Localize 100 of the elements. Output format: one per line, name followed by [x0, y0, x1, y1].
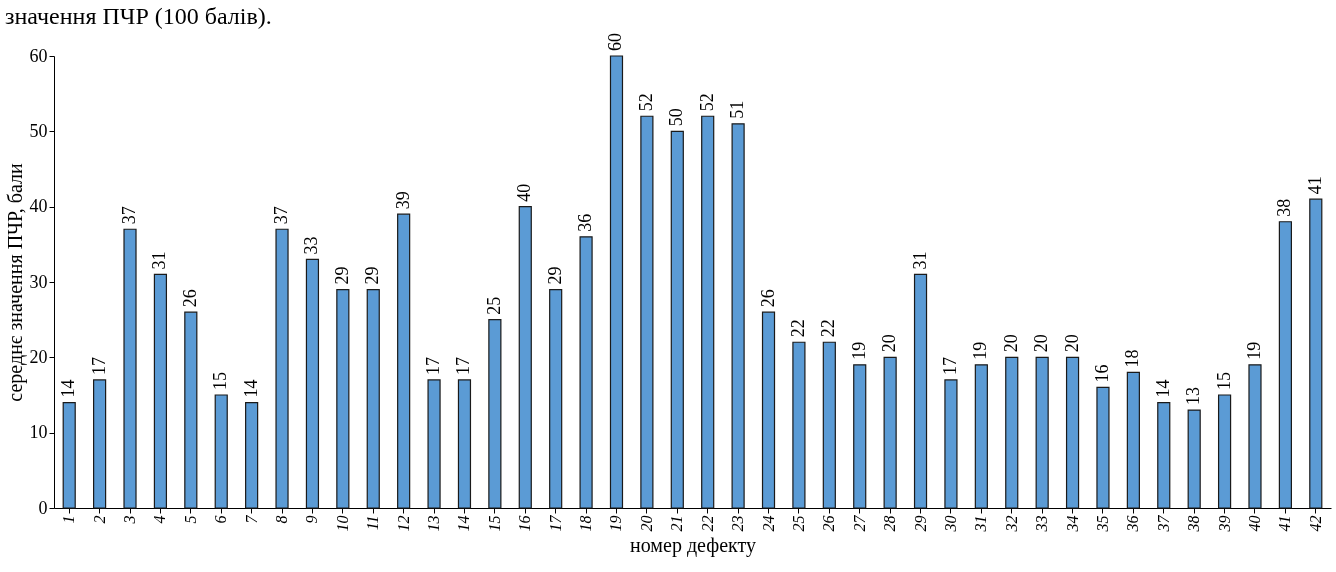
data-label: 22	[818, 319, 839, 338]
x-tick-label: 22	[698, 515, 716, 532]
x-tick-label: 6	[212, 515, 230, 524]
x-tick-label: 10	[333, 515, 351, 532]
data-label: 25	[483, 296, 504, 315]
y-tick-label: 30	[29, 271, 48, 292]
x-tick-label: 15	[485, 515, 503, 532]
bar	[427, 379, 441, 509]
data-label: 20	[1031, 334, 1052, 353]
bar	[1217, 394, 1232, 509]
x-tick-label: 26	[820, 515, 838, 532]
data-label: 38	[1274, 198, 1295, 217]
bar	[609, 55, 624, 509]
data-label: 15	[210, 372, 231, 390]
data-label: 20	[1000, 334, 1021, 353]
bar	[1309, 198, 1323, 509]
data-label: 40	[514, 183, 535, 202]
y-tick-label: 0	[38, 497, 48, 518]
bar	[62, 401, 76, 509]
bar	[93, 379, 107, 509]
x-tick-label: 11	[364, 515, 382, 531]
data-label: 20	[1061, 334, 1082, 353]
data-label: 33	[301, 236, 322, 255]
data-label: 15	[1213, 372, 1234, 390]
data-label: 39	[392, 191, 413, 210]
x-tick-label: 4	[151, 515, 169, 524]
data-label: 18	[1122, 349, 1143, 368]
bar	[670, 130, 684, 509]
bar	[579, 236, 593, 509]
data-label: 31	[909, 251, 930, 270]
data-label: 14	[240, 379, 261, 398]
y-axis-title: середнє значення ПЧР, бали	[3, 163, 27, 402]
y-tick-label: 10	[29, 422, 48, 443]
bar	[974, 364, 988, 509]
x-tick-label: 39	[1215, 515, 1233, 533]
bar	[944, 379, 958, 509]
x-tick-label: 17	[546, 514, 564, 532]
x-tick-label: 13	[425, 515, 443, 532]
x-tick-label: 36	[1124, 515, 1142, 533]
bar	[305, 258, 320, 509]
x-tick-label: 28	[881, 515, 899, 532]
data-label: 14	[58, 379, 79, 398]
data-label: 52	[635, 93, 656, 112]
bar	[1096, 386, 1110, 509]
x-tick-label: 12	[394, 515, 412, 532]
x-tick-label: 8	[273, 515, 291, 524]
data-label: 52	[696, 93, 717, 112]
bar	[761, 311, 776, 509]
x-tick-label: 3	[121, 515, 139, 525]
data-label: 29	[362, 266, 383, 285]
y-tick-label: 50	[29, 120, 48, 141]
data-label: 60	[605, 33, 626, 51]
bar	[336, 288, 350, 509]
bar	[397, 213, 411, 509]
text: значення ПЧР (100 балів).	[5, 3, 272, 29]
x-tick-label: 41	[1276, 515, 1294, 532]
bar	[123, 228, 137, 509]
data-label: 31	[149, 251, 170, 270]
data-label: 17	[939, 356, 960, 375]
x-tick-label: 24	[759, 515, 777, 532]
x-tick-label: 5	[181, 515, 199, 524]
bar	[883, 356, 897, 509]
x-tick-label: 21	[668, 515, 686, 532]
bar	[366, 288, 380, 509]
data-label: 17	[453, 356, 474, 375]
bar	[153, 273, 168, 509]
x-tick-label: 7	[242, 514, 260, 524]
data-label: 37	[271, 206, 292, 225]
x-tick-label: 38	[1185, 515, 1203, 533]
data-label: 26	[179, 289, 200, 308]
data-label: 51	[727, 100, 748, 119]
data-label: 22	[787, 319, 808, 338]
x-tick-label: 18	[577, 515, 595, 532]
data-label: 13	[1183, 387, 1204, 406]
x-tick-label: 27	[850, 514, 868, 532]
data-label: 19	[1243, 341, 1264, 360]
bar	[1248, 364, 1262, 509]
bar	[518, 206, 532, 509]
x-tick-label: 16	[516, 515, 534, 532]
bar	[214, 394, 228, 509]
x-tick-label: 9	[303, 515, 321, 524]
bar	[1065, 356, 1080, 509]
x-tick-label: 2	[90, 515, 108, 524]
data-label: 17	[423, 356, 444, 375]
data-label: 14	[1152, 379, 1173, 398]
x-tick-label: 29	[911, 515, 929, 532]
bar	[1035, 356, 1049, 509]
bar	[1126, 371, 1140, 509]
bar	[1005, 356, 1019, 509]
x-tick-label: 40	[1245, 515, 1263, 532]
x-tick-label: 42	[1306, 515, 1324, 532]
bar	[549, 288, 563, 509]
x-tick-label: 30	[941, 515, 959, 533]
bar	[1187, 409, 1201, 509]
data-label: 29	[544, 266, 565, 285]
y-tick-label: 20	[29, 346, 48, 367]
x-tick-label: 35	[1093, 515, 1111, 533]
bar	[792, 341, 806, 509]
bar	[184, 311, 198, 509]
data-label: 37	[119, 206, 140, 225]
